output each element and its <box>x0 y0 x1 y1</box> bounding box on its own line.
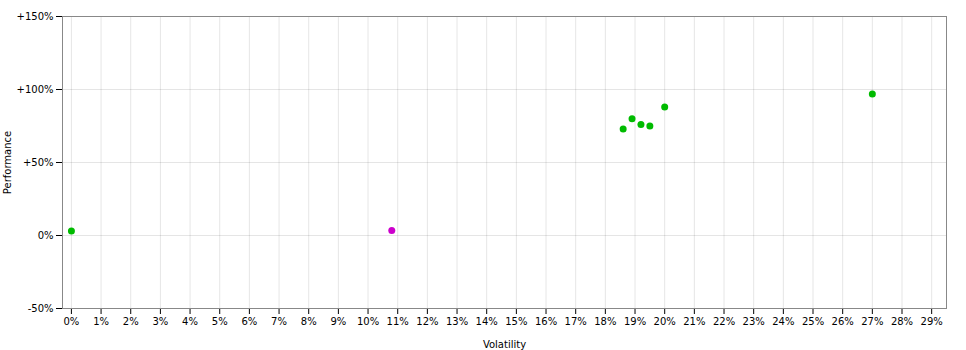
svg-text:10%: 10% <box>357 316 379 327</box>
svg-text:23%: 23% <box>743 316 765 327</box>
svg-text:2%: 2% <box>123 316 139 327</box>
svg-text:0%: 0% <box>63 316 79 327</box>
svg-text:3%: 3% <box>152 316 168 327</box>
svg-text:11%: 11% <box>387 316 409 327</box>
svg-text:5%: 5% <box>212 316 228 327</box>
svg-text:4%: 4% <box>182 316 198 327</box>
svg-text:26%: 26% <box>832 316 854 327</box>
svg-text:15%: 15% <box>505 316 527 327</box>
svg-text:13%: 13% <box>446 316 468 327</box>
svg-text:12%: 12% <box>416 316 438 327</box>
svg-text:+150%: +150% <box>17 11 54 22</box>
svg-text:-50%: -50% <box>28 303 54 314</box>
svg-text:8%: 8% <box>301 316 317 327</box>
svg-text:20%: 20% <box>654 316 676 327</box>
svg-text:1%: 1% <box>93 316 109 327</box>
svg-text:+50%: +50% <box>23 157 54 168</box>
svg-text:25%: 25% <box>802 316 824 327</box>
svg-text:24%: 24% <box>772 316 794 327</box>
svg-text:6%: 6% <box>241 316 257 327</box>
svg-text:17%: 17% <box>565 316 587 327</box>
svg-text:21%: 21% <box>683 316 705 327</box>
svg-text:+100%: +100% <box>17 84 54 95</box>
svg-text:29%: 29% <box>921 316 943 327</box>
svg-text:0%: 0% <box>38 230 54 241</box>
svg-text:9%: 9% <box>330 316 346 327</box>
svg-text:7%: 7% <box>271 316 287 327</box>
svg-text:28%: 28% <box>891 316 913 327</box>
svg-text:14%: 14% <box>476 316 498 327</box>
svg-text:18%: 18% <box>594 316 616 327</box>
svg-text:19%: 19% <box>624 316 646 327</box>
svg-text:27%: 27% <box>861 316 883 327</box>
svg-text:22%: 22% <box>713 316 735 327</box>
svg-text:Performance: Performance <box>2 131 13 194</box>
svg-text:Volatility: Volatility <box>483 339 526 350</box>
svg-text:16%: 16% <box>535 316 557 327</box>
